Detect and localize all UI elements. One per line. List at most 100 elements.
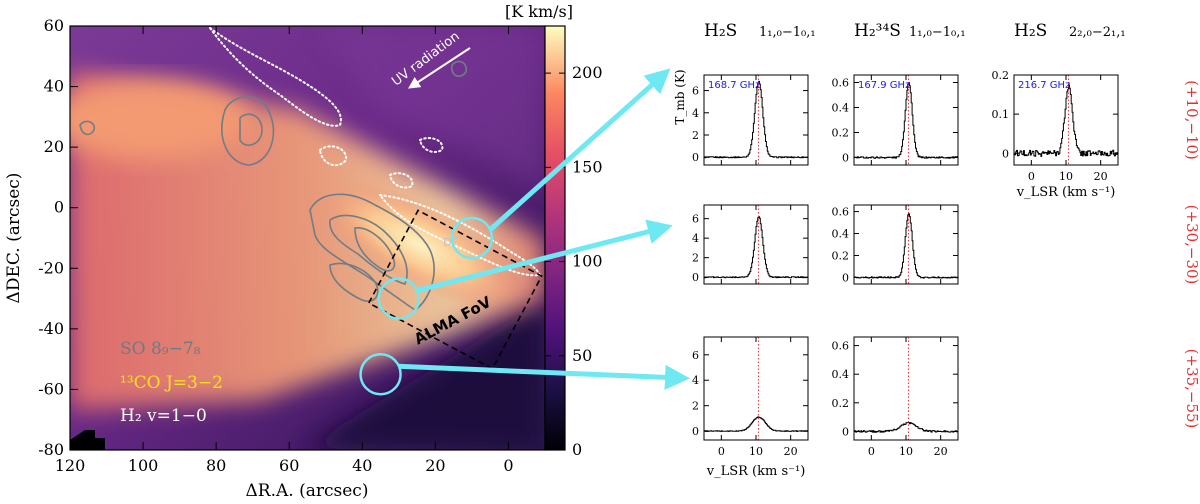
colorbar-tick-label: 0	[572, 440, 582, 459]
aperture-circle	[359, 353, 402, 396]
spectrum-y-tick-label: 0.2	[832, 249, 850, 262]
map-y-tick-label: -40	[38, 319, 64, 338]
spectrum-y-tick-label: 0	[842, 425, 849, 438]
uv-radiation-arrow	[407, 47, 471, 89]
map-x-tick-label: 20	[425, 456, 445, 475]
colorbar-tick-label: 50	[572, 346, 592, 365]
h2-contour	[319, 145, 348, 167]
spectrum-x-tick-label: 20	[934, 445, 948, 458]
map-y-tick-label: -20	[38, 258, 64, 277]
spectrum-frame	[853, 204, 959, 285]
spectrum-species-label: H₂S	[1014, 21, 1047, 41]
map-y-axis-label: ΔDEC. (arcsec)	[4, 173, 24, 304]
spectrum-y-tick-label: 4	[692, 374, 699, 387]
map-y-tick-label: 60	[44, 16, 64, 35]
spectrum-x-tick-label: 10	[899, 445, 913, 458]
aperture-circle	[377, 277, 421, 320]
so-contours	[79, 60, 468, 311]
map-x-axis-label: ΔR.A. (arcsec)	[246, 481, 369, 501]
spectrum-x-tick-label: 10	[1059, 170, 1073, 183]
colorbar-label: [K km/s]	[505, 2, 573, 21]
spectrum-line	[704, 416, 809, 432]
so-contour	[239, 113, 263, 146]
spectrum-line	[854, 82, 959, 159]
aperture-offset-label: (+35,−55)	[1183, 349, 1200, 429]
spectrum-y-tick-label: 6	[692, 349, 699, 362]
colorbar-tick-label: 150	[572, 157, 603, 176]
map-y-ticks: 60 40 20 0 -20 -40 -60 -80	[38, 16, 78, 459]
spectrum-y-tick-label: 2	[692, 400, 699, 413]
h2-contour	[419, 137, 444, 153]
spectra-grid: H₂S 1₁,₀−1₀,₁ H₂³⁴S 1₁,₀−1₀,₁ H₂S 2₂,₀−2₁,₁ 0 2…	[673, 21, 1200, 479]
map-y-tick-label: 20	[44, 137, 64, 156]
map-x-tick-label: 120	[55, 456, 86, 475]
spectrum-y-tick-label: 0	[842, 152, 849, 165]
spectrum-x-axis-label: v_LSR (km s⁻¹)	[706, 464, 806, 479]
map-blank-corner	[70, 430, 105, 450]
spectrum-y-tick-label: 0.4	[832, 368, 850, 381]
ridge-west-blob	[70, 80, 250, 160]
map-upper-region	[320, 26, 545, 190]
spectrum-y-tick-label: 0.4	[832, 102, 850, 115]
so-contour	[329, 262, 379, 302]
map-x-tick-label: 100	[128, 456, 159, 475]
spectrum-y-tick-label: 0	[1002, 147, 1009, 160]
spectrum-line	[1014, 84, 1119, 157]
map-y-tick-label: 40	[44, 77, 64, 96]
colorbar-ticks: 0 50 100 150 200	[545, 63, 603, 459]
spectrum-y-tick-label: 4	[692, 232, 699, 245]
spectrum-panel: 0 2 4 6 168.7 GHz	[692, 74, 809, 166]
spectrum-frame	[703, 336, 809, 441]
spectrum-frequency-label: 168.7 GHz	[708, 80, 760, 91]
so-contour	[309, 193, 435, 311]
map-y-tick-label: -80	[38, 440, 64, 459]
spectrum-y-tick-label: 0.6	[832, 77, 850, 90]
aperture-arrow	[488, 68, 671, 232]
map-x-tick-label: 0	[503, 456, 513, 475]
spectrum-y-tick-label: 0.2	[992, 69, 1010, 82]
spectrum-line	[704, 80, 809, 159]
spectrum-panel: 0 0.1 0.2 0 10 20 216.7 GHz	[992, 69, 1119, 183]
so-contour	[221, 96, 275, 166]
spectrum-panel: 0 0.2 0.4 0.6 0 10 20	[832, 336, 959, 458]
df-label: DF	[443, 236, 458, 249]
colorbar: [K km/s] 0 50 100 150 200	[505, 2, 603, 459]
spectrum-y-tick-label: 0.1	[992, 108, 1010, 121]
spectrum-y-tick-label: 0	[842, 271, 849, 284]
aperture-circle	[450, 216, 494, 260]
map-dark-region	[300, 300, 545, 450]
aperture-arrow	[398, 363, 690, 390]
spectrum-x-tick-label: 20	[784, 445, 798, 458]
intensity-map: 120 100 80 60 40 20 0 60 40 20 0 -20 -40 -60 -80 ΔR.A…	[4, 16, 546, 501]
spectrum-species-label: H₂³⁴S	[854, 21, 901, 41]
aperture-markers	[359, 216, 494, 396]
spectrum-panel: 0 2 4 6	[692, 204, 809, 285]
spectrum-y-tick-label: 0	[692, 151, 699, 164]
h2-contour	[209, 27, 342, 127]
spectrum-x-tick-label: 0	[868, 445, 875, 458]
spectrum-y-tick-label: 0.6	[832, 340, 850, 353]
map-y-tick-label: -60	[38, 379, 64, 398]
spectrum-y-tick-label: 2	[692, 129, 699, 142]
colorbar-tick-label: 100	[572, 252, 603, 271]
spectrum-y-tick-label: 4	[692, 107, 699, 120]
so-contour	[450, 60, 468, 77]
spectrum-panel: 0 0.2 0.4 0.6	[832, 204, 959, 285]
spectrum-y-tick-label: 6	[692, 85, 699, 98]
aperture-offset-label: (+30,−30)	[1183, 205, 1200, 285]
spectrum-y-tick-label: 0.2	[832, 397, 850, 410]
so-contour	[329, 214, 408, 285]
so-contour	[354, 227, 396, 272]
spectrum-x-tick-label: 0	[1028, 170, 1035, 183]
colorbar-frame	[544, 25, 566, 451]
spectrum-x-tick-label: 0	[718, 445, 725, 458]
spectrum-panel: 0 0.2 0.4 0.6 167.9 GHz	[832, 74, 959, 166]
map-x-tick-label: 80	[206, 456, 226, 475]
spectrum-line	[854, 213, 959, 279]
spectrum-y-tick-label: 0	[692, 425, 699, 438]
legend-h2: H₂ v=1−0	[120, 406, 207, 426]
spectrum-transition-label: 1₁,₀−1₀,₁	[759, 25, 816, 40]
spectrum-arrows	[398, 68, 690, 390]
spectrum-y-tick-label: 0.2	[832, 127, 850, 140]
